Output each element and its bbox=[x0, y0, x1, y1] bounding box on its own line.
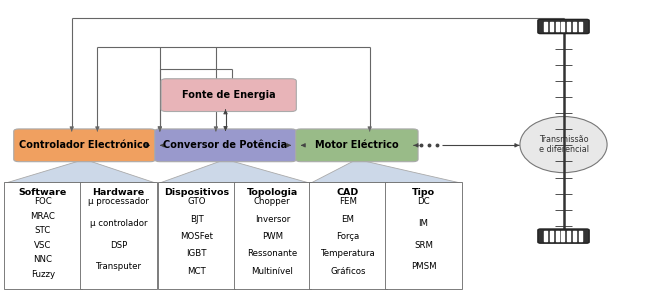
Text: Multinível: Multinível bbox=[252, 267, 293, 276]
Text: Ressonante: Ressonante bbox=[247, 249, 297, 258]
FancyBboxPatch shape bbox=[309, 182, 386, 289]
Text: Temperatura: Temperatura bbox=[321, 249, 375, 258]
Text: VSC: VSC bbox=[34, 241, 52, 250]
FancyBboxPatch shape bbox=[158, 182, 235, 289]
Text: Força: Força bbox=[336, 232, 359, 241]
Text: MRAC: MRAC bbox=[30, 212, 55, 221]
Text: CAD: CAD bbox=[337, 188, 359, 197]
Text: Tipo: Tipo bbox=[412, 188, 435, 197]
Text: SRM: SRM bbox=[414, 241, 433, 250]
Text: NNC: NNC bbox=[34, 255, 52, 264]
Text: Gráficos: Gráficos bbox=[330, 267, 366, 276]
Polygon shape bbox=[160, 159, 309, 183]
Text: DC: DC bbox=[417, 197, 430, 206]
Text: EM: EM bbox=[341, 215, 354, 224]
FancyBboxPatch shape bbox=[161, 79, 296, 111]
Text: Dispositivos: Dispositivos bbox=[164, 188, 229, 197]
FancyBboxPatch shape bbox=[538, 19, 589, 34]
Text: IM: IM bbox=[419, 219, 428, 228]
Text: MOSFet: MOSFet bbox=[180, 232, 213, 241]
Ellipse shape bbox=[520, 117, 607, 173]
Text: Controlador Electrónico: Controlador Electrónico bbox=[19, 140, 150, 150]
FancyBboxPatch shape bbox=[538, 229, 589, 243]
Text: PWM: PWM bbox=[262, 232, 283, 241]
Text: GTO: GTO bbox=[188, 197, 206, 206]
Text: Transputer: Transputer bbox=[95, 263, 141, 271]
Text: STC: STC bbox=[35, 226, 51, 235]
Text: Software: Software bbox=[19, 188, 67, 197]
Text: MCT: MCT bbox=[187, 267, 206, 276]
Text: Motor Eléctrico: Motor Eléctrico bbox=[315, 140, 399, 150]
FancyBboxPatch shape bbox=[4, 182, 82, 289]
Text: Fuzzy: Fuzzy bbox=[31, 270, 55, 279]
Text: Hardware: Hardware bbox=[92, 188, 144, 197]
FancyBboxPatch shape bbox=[233, 182, 311, 289]
Text: Topologia: Topologia bbox=[246, 188, 298, 197]
Text: PMSM: PMSM bbox=[411, 263, 436, 271]
Text: DSP: DSP bbox=[110, 241, 127, 250]
Polygon shape bbox=[311, 159, 461, 183]
Text: μ processador: μ processador bbox=[88, 197, 149, 206]
Text: Inversor: Inversor bbox=[255, 215, 290, 224]
FancyBboxPatch shape bbox=[80, 182, 157, 289]
Text: Chopper: Chopper bbox=[254, 197, 291, 206]
Polygon shape bbox=[6, 159, 155, 183]
Text: Transmissão
e diferencial: Transmissão e diferencial bbox=[539, 135, 588, 154]
FancyBboxPatch shape bbox=[384, 182, 462, 289]
FancyBboxPatch shape bbox=[155, 129, 296, 162]
FancyBboxPatch shape bbox=[295, 129, 418, 162]
Text: Fonte de Energia: Fonte de Energia bbox=[182, 90, 275, 100]
Text: μ controlador: μ controlador bbox=[90, 219, 147, 228]
Text: IGBT: IGBT bbox=[186, 249, 207, 258]
Text: FEM: FEM bbox=[339, 197, 357, 206]
FancyBboxPatch shape bbox=[14, 129, 155, 162]
Text: Conversor de Potência: Conversor de Potência bbox=[163, 140, 288, 150]
Text: BJT: BJT bbox=[190, 215, 204, 224]
Text: FOC: FOC bbox=[34, 197, 52, 206]
